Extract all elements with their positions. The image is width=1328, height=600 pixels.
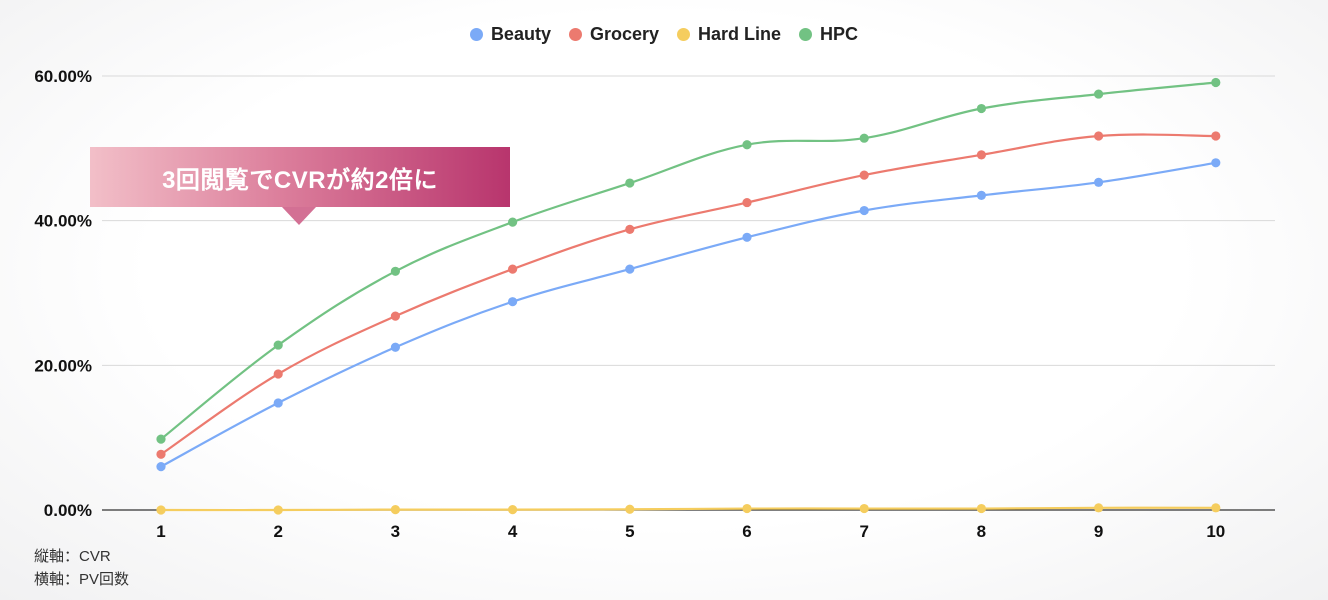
data-point-hard-line [742,503,752,514]
x-tick-label: 2 [273,522,282,541]
y-tick-label: 20.00% [34,356,92,375]
legend-item-hpc: HPC [799,24,858,45]
annotation-callout-pointer [282,207,316,225]
data-point-grocery [859,170,869,180]
data-point-hard-line [390,505,400,515]
data-point-beauty [1094,177,1104,187]
series-line-hard-line [160,506,1216,512]
vertical-axis-note: 縦軸：CVR [34,548,111,565]
data-point-grocery [1094,131,1104,141]
data-point-hpc [507,217,518,227]
series-line-beauty [160,161,1216,468]
data-point-beauty [390,342,400,352]
data-point-grocery [390,311,400,321]
data-point-grocery [156,449,166,459]
data-point-beauty [156,462,166,472]
data-point-hard-line [1211,503,1221,513]
data-point-beauty [976,190,987,200]
legend-label: Grocery [589,23,660,44]
x-tick-label: 3 [391,522,400,541]
x-tick-label: 10 [1206,522,1225,541]
data-point-hard-line [156,505,166,515]
data-point-beauty [273,398,283,408]
chart-legend: Beauty Grocery Hard Line HPC [0,20,1328,48]
data-point-hpc [1211,77,1221,88]
data-point-hpc [742,140,752,150]
data-point-beauty [742,232,752,242]
legend-item-hard-line: Hard Line [677,24,781,45]
data-point-hard-line [625,504,635,514]
data-point-grocery [273,369,283,379]
y-tick-label: 40.00% [34,212,92,231]
data-point-grocery [1211,131,1221,141]
data-point-beauty [625,264,635,274]
data-point-hpc [1094,89,1104,99]
data-point-grocery [625,224,635,234]
data-point-grocery [976,150,987,160]
x-tick-label: 6 [742,522,751,541]
data-point-hpc [625,178,635,188]
x-tick-label: 5 [625,522,634,541]
data-point-hard-line [1094,503,1104,513]
horizontal-axis-note: 横軸：PV回数 [34,571,130,588]
data-point-hard-line [507,505,518,515]
data-point-beauty [507,297,518,307]
x-tick-label: 9 [1094,522,1103,541]
data-point-hpc [390,266,400,276]
data-point-hpc [156,434,166,444]
data-point-beauty [1211,158,1221,168]
series-line-hpc [160,81,1216,440]
legend-label: Hard Line [698,23,782,44]
x-tick-label: 8 [977,522,986,541]
legend-item-beauty: Beauty [469,23,551,45]
legend-swatch-beauty [469,27,483,41]
legend-swatch-hpc [799,27,813,41]
x-tick-label: 4 [508,522,518,541]
legend-label: Beauty [490,23,551,44]
data-point-hpc [273,340,283,350]
data-point-hard-line [976,503,987,514]
data-point-grocery [507,264,518,274]
data-point-grocery [742,197,752,208]
legend-swatch-grocery [568,27,582,41]
series-line-grocery [160,133,1216,456]
x-tick-label: 1 [156,522,165,541]
legend-item-grocery: Grocery [568,23,660,45]
data-point-beauty [859,205,869,216]
data-point-hard-line [859,503,869,514]
legend-swatch-hard-line [677,27,691,41]
x-tick-label: 7 [859,522,868,541]
annotation-text: 3回閲覧でCVRが約2倍に [162,166,438,194]
data-point-hard-line [273,505,283,515]
annotation-callout: 3回閲覧でCVRが約2倍に [90,147,510,207]
y-tick-label: 60.00% [34,67,92,86]
data-point-hpc [976,103,987,114]
y-tick-label: 0.00% [44,501,92,520]
data-point-hpc [859,133,869,143]
legend-label: HPC [820,23,859,44]
